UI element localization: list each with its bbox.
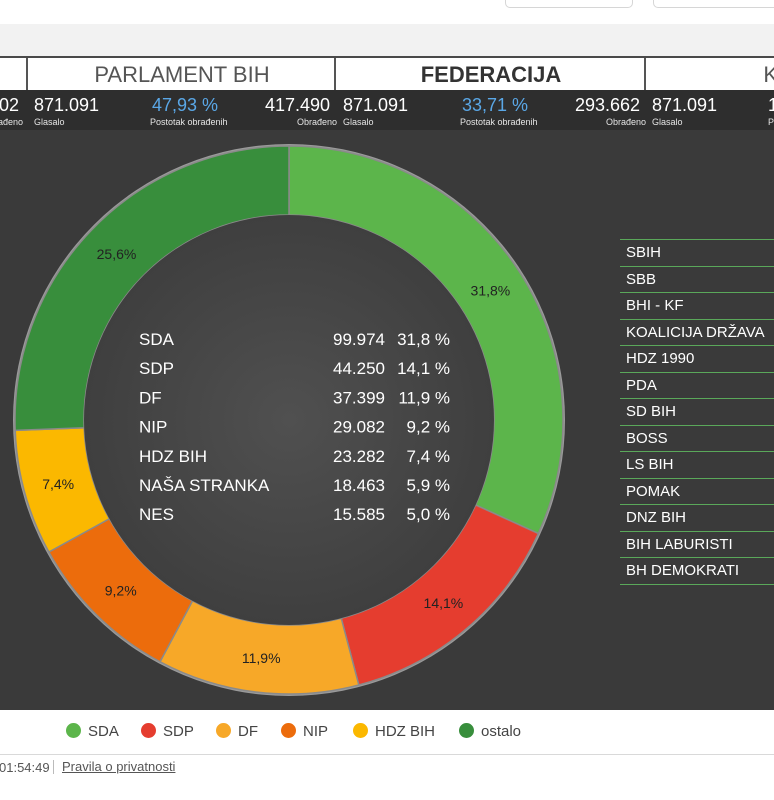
party-list-item: POMAK (620, 479, 774, 505)
federacija-postotak: 33,71 % (462, 95, 529, 115)
top-button-1[interactable] (505, 0, 633, 8)
legend-label: NIP (303, 723, 329, 740)
party-list-item: HDZ 1990 (620, 346, 774, 373)
center-votes-2: 37.399 (333, 388, 385, 407)
legend-label: DF (238, 723, 258, 740)
update-time: 01:54:49 (0, 760, 50, 775)
tab-k[interactable]: K (644, 58, 774, 90)
legend-dot-icon (216, 723, 231, 738)
center-party-0: SDA (139, 330, 175, 349)
party-list-item: SD BIH (620, 399, 774, 426)
stat-partial-value: 02 (0, 95, 20, 115)
donut-center (84, 215, 494, 625)
chart-area: 31,8% 14,1% 11,9% 9,2% 7,4% 25,6% SDA 99.974 31,… (0, 130, 774, 710)
tab-parlament-bih[interactable]: PARLAMENT BIH (26, 58, 336, 90)
legend-item-sdp[interactable]: SDP (141, 723, 194, 740)
legend-label: SDP (163, 723, 194, 740)
legend-dot-icon (459, 723, 474, 738)
center-votes-4: 23.282 (333, 447, 385, 466)
legend-label: HDZ BIH (375, 723, 435, 740)
center-percent-1: 14,1 % (397, 359, 450, 378)
stats-bar: 02 ađeno 871.091 Glasalo 47,93 % Postota… (0, 90, 774, 130)
center-party-2: DF (139, 388, 162, 407)
party-list-item: SBIH (620, 240, 774, 267)
other-parties-list: SBIH SBB BHI - KF KOALICIJA DRŽAVA HDZ 1990 P… (620, 240, 774, 585)
k-glasalo: 871.091 (652, 95, 718, 115)
party-list-item: DNZ BIH (620, 505, 774, 532)
tab-partial-left[interactable] (0, 58, 28, 90)
slice-label-0: 31,8% (471, 282, 511, 298)
legend-item-hdz-bih[interactable]: HDZ BIH (353, 723, 435, 740)
center-party-5: NAŠA STRANKA (139, 476, 270, 495)
parlament-glasalo-label: Glasalo (34, 117, 65, 127)
center-party-6: NES (139, 505, 174, 524)
k-glasalo-label: Glasalo (652, 117, 683, 127)
slice-label-2: 11,9% (242, 650, 281, 666)
center-percent-3: 9,2 % (407, 418, 450, 437)
legend-item-nip[interactable]: NIP (281, 723, 328, 740)
donut-chart: 31,8% 14,1% 11,9% 9,2% 7,4% 25,6% SDA 99.974 31,… (13, 144, 565, 696)
parlament-postotak: 47,93 % (152, 95, 219, 115)
party-list-item: SBB (620, 267, 774, 293)
legend-label: SDA (88, 723, 119, 740)
stat-partial-label: ađeno (0, 117, 24, 127)
legend-label: ostalo (481, 723, 522, 740)
center-party-4: HDZ BIH (139, 447, 207, 466)
legend-dot-icon (141, 723, 156, 738)
party-list-item: BOSS (620, 426, 774, 452)
center-percent-0: 31,8 % (397, 330, 450, 349)
k-postotak-label-partial: P (768, 117, 774, 127)
k-postotak-partial: 1 (768, 95, 774, 115)
election-tabs: PARLAMENT BIH FEDERACIJA K (0, 56, 774, 90)
center-percent-6: 5,0 % (407, 505, 450, 524)
top-button-2[interactable] (653, 0, 774, 8)
legend-item-df[interactable]: DF (216, 723, 258, 740)
center-votes-1: 44.250 (333, 359, 385, 378)
legend-item-sda[interactable]: SDA (66, 723, 119, 740)
party-list-item: PDA (620, 373, 774, 399)
center-votes-3: 29.082 (333, 418, 385, 437)
slice-label-3: 9,2% (105, 582, 137, 598)
spacer (0, 24, 774, 56)
legend-dot-icon (281, 723, 296, 738)
parlament-postotak-label: Postotak obrađenih (150, 117, 228, 127)
federacija-glasalo: 871.091 (343, 95, 409, 115)
federacija-glasalo-label: Glasalo (343, 117, 374, 127)
federacija-obradjeno: 293.662 (575, 95, 641, 115)
slice-label-5: 25,6% (97, 246, 137, 262)
party-list-item: LS BIH (620, 452, 774, 479)
parlament-obradjeno-label: Obrađeno (297, 117, 338, 127)
tab-federacija[interactable]: FEDERACIJA (334, 58, 646, 90)
center-party-3: NIP (139, 418, 167, 437)
federacija-obradjeno-label: Obrađeno (606, 117, 647, 127)
center-party-1: SDP (139, 359, 174, 378)
parlament-obradjeno: 417.490 (265, 95, 331, 115)
slice-label-1: 14,1% (424, 595, 464, 611)
privacy-link[interactable]: Pravila o privatnosti (62, 759, 176, 774)
center-percent-5: 5,9 % (407, 476, 450, 495)
legend-dot-icon (353, 723, 368, 738)
center-percent-2: 11,9 % (398, 388, 450, 407)
top-bar (0, 0, 774, 24)
legend-item-ostalo[interactable]: ostalo (459, 723, 521, 740)
center-votes-0: 99.974 (333, 330, 385, 349)
party-list-top-rule (620, 239, 774, 240)
party-list-item: BHI - KF (620, 293, 774, 320)
footer: 01:54:49 Pravila o privatnosti (0, 755, 774, 800)
party-list-item: KOALICIJA DRŽAVA (620, 320, 774, 346)
center-votes-5: 18.463 (333, 476, 385, 495)
center-votes-6: 15.585 (333, 505, 385, 524)
center-percent-4: 7,4 % (407, 447, 450, 466)
federacija-postotak-label: Postotak obrađenih (460, 117, 538, 127)
chart-legend: SDA SDP DF NIP HDZ BIH ostalo (0, 710, 774, 755)
footer-separator (53, 760, 54, 774)
party-list-item: BIH LABURISTI (620, 532, 774, 558)
parlament-glasalo: 871.091 (34, 95, 100, 115)
party-list-item: BH DEMOKRATI (620, 558, 774, 585)
legend-dot-icon (66, 723, 81, 738)
slice-label-4: 7,4% (42, 476, 74, 492)
